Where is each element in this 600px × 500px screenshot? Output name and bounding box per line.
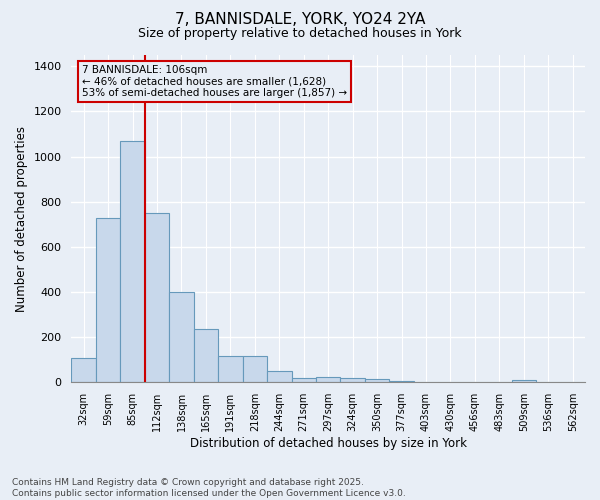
- Bar: [71, 358, 96, 382]
- Y-axis label: Number of detached properties: Number of detached properties: [15, 126, 28, 312]
- Bar: [96, 218, 121, 382]
- Bar: [242, 356, 267, 382]
- Text: Contains HM Land Registry data © Crown copyright and database right 2025.
Contai: Contains HM Land Registry data © Crown c…: [12, 478, 406, 498]
- Bar: [121, 141, 145, 382]
- Text: 7 BANNISDALE: 106sqm
← 46% of detached houses are smaller (1,628)
53% of semi-de: 7 BANNISDALE: 106sqm ← 46% of detached h…: [82, 65, 347, 98]
- Bar: [218, 356, 242, 382]
- X-axis label: Distribution of detached houses by size in York: Distribution of detached houses by size …: [190, 437, 467, 450]
- Bar: [292, 378, 316, 382]
- Bar: [267, 371, 292, 382]
- Text: Size of property relative to detached houses in York: Size of property relative to detached ho…: [138, 28, 462, 40]
- Bar: [145, 213, 169, 382]
- Bar: [194, 330, 218, 382]
- Bar: [389, 381, 414, 382]
- Bar: [340, 378, 365, 382]
- Bar: [365, 379, 389, 382]
- Bar: [512, 380, 536, 382]
- Bar: [169, 292, 194, 382]
- Bar: [316, 376, 340, 382]
- Text: 7, BANNISDALE, YORK, YO24 2YA: 7, BANNISDALE, YORK, YO24 2YA: [175, 12, 425, 28]
